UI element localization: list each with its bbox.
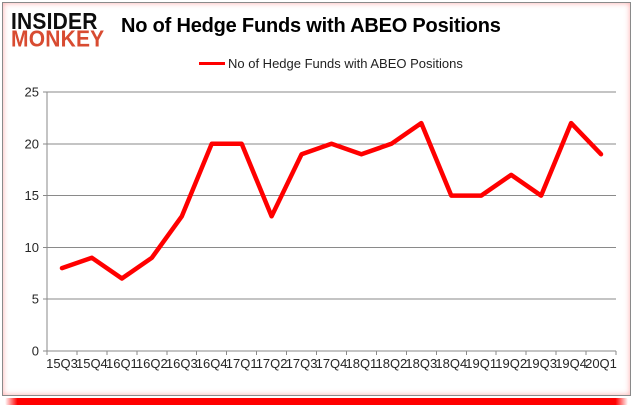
x-axis-tick-label: 20Q1: [585, 356, 617, 371]
x-axis-tick-label: 17Q1: [226, 356, 258, 371]
y-axis-tick-label: 15: [25, 188, 39, 203]
y-axis-tick-label: 5: [32, 292, 39, 307]
x-axis-tick-label: 16Q2: [136, 356, 168, 371]
x-axis-tick-label: 17Q2: [256, 356, 288, 371]
x-axis-tick-label: 17Q3: [286, 356, 318, 371]
x-axis-tick-label: 19Q4: [555, 356, 587, 371]
x-axis-tick-label: 17Q4: [316, 356, 348, 371]
x-axis-tick-label: 19Q2: [495, 356, 527, 371]
x-axis-tick-label: 18Q3: [405, 356, 437, 371]
y-axis-tick-label: 25: [25, 85, 39, 100]
logo-monkey-text: MONKEY: [11, 26, 105, 52]
x-axis-tick-label: 15Q4: [76, 356, 108, 371]
x-axis-tick-label: 16Q1: [106, 356, 138, 371]
x-axis-tick-label: 19Q3: [525, 356, 557, 371]
x-axis-tick-label: 18Q1: [345, 356, 377, 371]
y-axis-tick-label: 20: [25, 136, 39, 151]
y-axis-tick-label: 10: [25, 240, 39, 255]
data-series-line: [59, 120, 604, 281]
x-axis-tick-label: 16Q3: [166, 356, 198, 371]
legend-line-swatch: [199, 62, 225, 65]
legend-series-label: No of Hedge Funds with ABEO Positions: [228, 56, 463, 71]
y-axis-tick-label: 0: [32, 344, 39, 359]
x-axis-tick-label: 16Q4: [196, 356, 228, 371]
x-axis-tick-label: 18Q2: [375, 356, 407, 371]
chart-legend: No of Hedge Funds with ABEO Positions: [199, 56, 463, 71]
x-axis-tick-label: 18Q4: [435, 356, 467, 371]
x-axis-tick-label: 19Q1: [465, 356, 497, 371]
bottom-accent-bar: [5, 398, 628, 405]
chart-title: No of Hedge Funds with ABEO Positions: [121, 15, 501, 37]
logo-insider-text: INSIDER: [11, 9, 98, 35]
insider-monkey-logo: INSIDER MONKEY: [11, 9, 105, 52]
x-axis-tick-label: 15Q3: [46, 356, 78, 371]
